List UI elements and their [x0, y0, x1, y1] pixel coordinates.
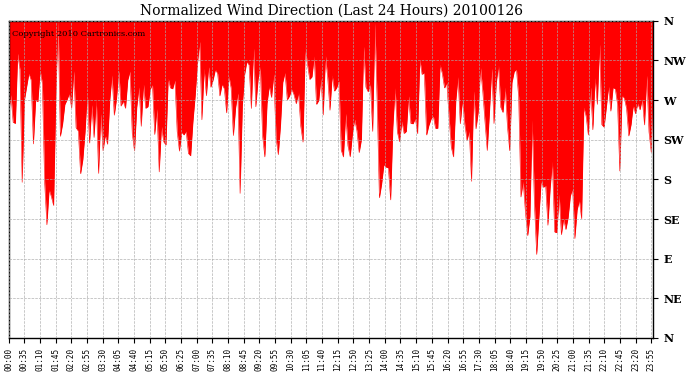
Title: Normalized Wind Direction (Last 24 Hours) 20100126: Normalized Wind Direction (Last 24 Hours…	[139, 4, 522, 18]
Text: Copyright 2010 Cartronics.com: Copyright 2010 Cartronics.com	[12, 30, 145, 38]
